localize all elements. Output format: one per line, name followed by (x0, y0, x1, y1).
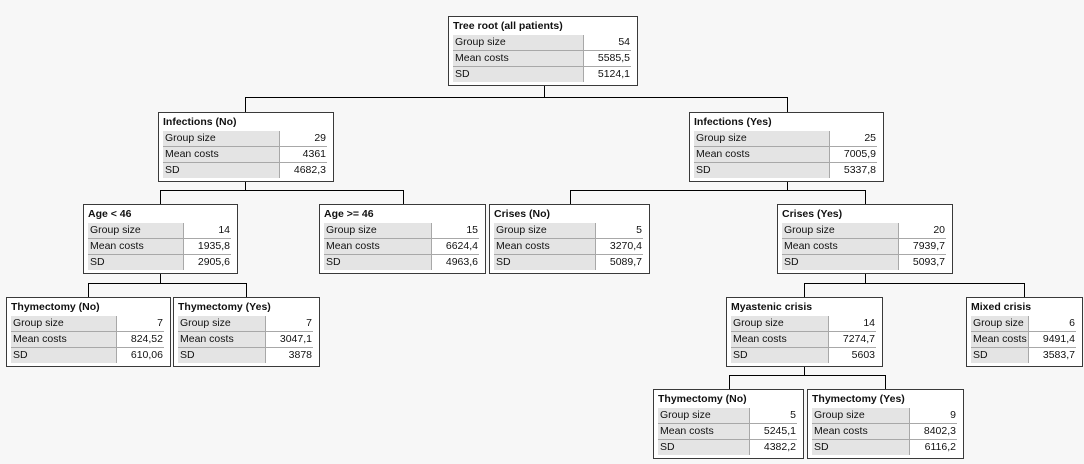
stat-mean-costs: Mean costs 7939,7 (782, 239, 946, 255)
node-title: Thymectomy (Yes) (812, 393, 905, 405)
node-thymectomy-no-age: Thymectomy (No) Group size 7 Mean costs 82… (6, 297, 171, 367)
node-title: Thymectomy (No) (11, 301, 100, 313)
stat-group-size: Group size 5 (494, 223, 643, 239)
stat-group-size: Group size 25 (694, 131, 877, 147)
node-title: Infections (Yes) (694, 116, 772, 128)
node-title: Tree root (all patients) (453, 20, 563, 32)
stat-group-size: Group size 5 (658, 408, 797, 424)
stat-mean-costs: Mean costs 3047,1 (178, 332, 313, 348)
node-myastenic-crisis: Myastenic crisis Group size 14 Mean costs… (726, 297, 883, 367)
stat-sd: SD 5603 (731, 348, 875, 363)
node-infections-no: Infections (No) Group size 29 Mean costs 4… (158, 112, 334, 182)
stat-mean-costs: Mean costs 1935,8 (88, 239, 231, 255)
stat-group-size: Group size 7 (11, 316, 164, 332)
node-age-lt-46: Age < 46 Group size 14 Mean costs 1935,8 S… (83, 204, 238, 274)
stat-group-size: Group size 14 (88, 223, 231, 239)
node-title: Mixed crisis (971, 301, 1032, 313)
node-title: Myastenic crisis (731, 301, 813, 313)
node-crises-no: Crises (No) Group size 5 Mean costs 3270,4… (489, 204, 650, 274)
stat-sd: SD 4963,6 (324, 255, 478, 270)
stat-mean-costs: Mean costs 8402,3 (812, 424, 957, 440)
node-title: Crises (Yes) (782, 208, 843, 220)
node-title: Age >= 46 (324, 208, 374, 220)
node-title: Crises (No) (494, 208, 551, 220)
stat-mean-costs: Mean costs 4361 (163, 147, 327, 163)
stat-mean-costs: Mean costs 5585,5 (453, 51, 631, 67)
stat-group-size: Group size 9 (812, 408, 957, 424)
stat-mean-costs: Mean costs 3270,4 (494, 239, 643, 255)
stat-sd: SD 3878 (178, 348, 312, 363)
stat-sd: SD 2905,6 (88, 255, 230, 270)
node-title: Infections (No) (163, 116, 237, 128)
stat-sd: SD 4382,2 (658, 440, 796, 455)
node-title: Thymectomy (Yes) (178, 301, 271, 313)
stat-group-size: Group size 14 (731, 316, 876, 332)
stat-sd: SD 6116,2 (812, 440, 956, 455)
node-infections-yes: Infections (Yes) Group size 25 Mean costs… (689, 112, 884, 182)
stat-mean-costs: Mean costs 7274,7 (731, 332, 876, 348)
stat-sd: SD 5093,7 (782, 255, 945, 270)
stat-sd: SD 5337,8 (694, 163, 876, 178)
node-crises-yes: Crises (Yes) Group size 20 Mean costs 7939… (777, 204, 953, 274)
stat-mean-costs: Mean costs 7005,9 (694, 147, 877, 163)
stat-group-size: Group size 54 (453, 35, 631, 51)
node-title: Thymectomy (No) (658, 393, 747, 405)
stat-group-size: Group size 29 (163, 131, 327, 147)
stat-mean-costs: Mean costs 5245,1 (658, 424, 797, 440)
node-mixed-crisis: Mixed crisis Group size 6 Mean costs 9491,… (966, 297, 1083, 367)
node-thymectomy-yes-crisis: Thymectomy (Yes) Group size 9 Mean costs 8… (807, 389, 964, 459)
stat-sd: SD 3583,7 (971, 348, 1075, 363)
node-thymectomy-no-crisis: Thymectomy (No) Group size 5 Mean costs 52… (653, 389, 804, 459)
node-root: Tree root (all patients) Group size 54 Me… (448, 16, 638, 86)
stat-sd: SD 5089,7 (494, 255, 642, 270)
node-thymectomy-yes-age: Thymectomy (Yes) Group size 7 Mean costs 3… (173, 297, 320, 367)
stat-mean-costs: Mean costs 9491,4 (971, 332, 1076, 348)
stat-group-size: Group size 20 (782, 223, 946, 239)
node-title: Age < 46 (88, 208, 132, 220)
stat-group-size: Group size 6 (971, 316, 1076, 332)
stat-group-size: Group size 15 (324, 223, 479, 239)
stat-sd: SD 5124,1 (453, 67, 630, 82)
stat-mean-costs: Mean costs 824,52 (11, 332, 164, 348)
stat-group-size: Group size 7 (178, 316, 313, 332)
stat-sd: SD 610,06 (11, 348, 163, 363)
node-age-ge-46: Age >= 46 Group size 15 Mean costs 6624,4 … (319, 204, 486, 274)
stat-mean-costs: Mean costs 6624,4 (324, 239, 479, 255)
stat-sd: SD 4682,3 (163, 163, 326, 178)
